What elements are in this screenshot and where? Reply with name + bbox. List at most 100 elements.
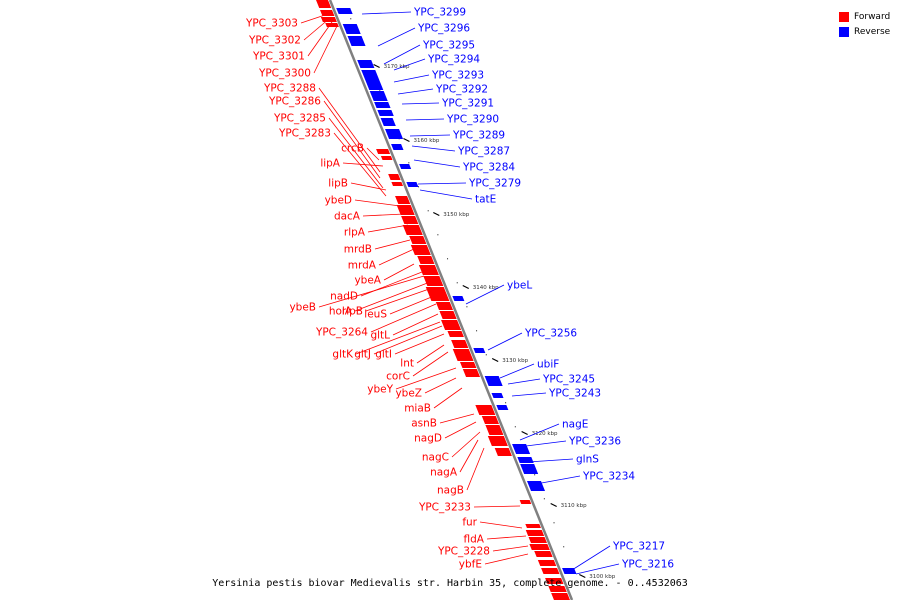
legend: Forward Reverse (839, 9, 890, 39)
leader-ybey (395, 367, 457, 390)
forward-gene-arrow (320, 10, 335, 16)
leader-gltl (392, 313, 439, 336)
tick-mark (403, 137, 410, 143)
gene-label-mrdb: mrdB (344, 244, 372, 256)
leader-ypc-3217 (571, 545, 611, 571)
leader-ybfe (484, 553, 529, 565)
leader-lipb (350, 182, 387, 191)
gene-label-ypc-3287: YPC_3287 (457, 146, 510, 158)
gene-label-gltj: gltJ (354, 349, 371, 361)
gene-label-ypc-3236: YPC_3236 (568, 436, 621, 448)
forward-gene-arrow (537, 560, 557, 566)
gene-label-ybez: ybeZ (395, 388, 422, 400)
forward-gene-arrow (423, 276, 444, 286)
forward-gene-arrow (425, 287, 450, 301)
gene-label-gltl: gltL (370, 330, 390, 342)
leader-ypc-3292 (397, 88, 434, 95)
gene-label-ypc-3295: YPC_3295 (422, 40, 475, 52)
gene-label-asnb: asnB (411, 418, 437, 430)
leader-daca (362, 213, 405, 217)
gene-label-ybfe: ybfE (459, 559, 482, 571)
leader-ypc-3288 (318, 87, 381, 173)
gene-label-ypc-3288: YPC_3288 (263, 83, 316, 95)
leader-ypc-3236 (525, 440, 567, 447)
gene-label-ypc-3243: YPC_3243 (548, 388, 601, 400)
leader-ypc-3295 (383, 44, 421, 65)
leader-ypc-3279 (417, 182, 467, 185)
leader-nagb (466, 447, 485, 491)
gene-label-ybey: ybeY (367, 384, 393, 396)
gene-label-ybed: ybeD (325, 195, 352, 207)
leader-nagd (444, 421, 477, 439)
tick-label: 3170 kbp (384, 64, 410, 70)
leader-rlpb (365, 287, 433, 312)
legend-label-reverse: Reverse (854, 26, 891, 37)
forward-gene-arrow (401, 216, 419, 224)
forward-gene-arrow (388, 174, 401, 180)
gene-label-ypc-3256: YPC_3256 (524, 328, 577, 340)
gene-label-corc: corC (386, 371, 410, 383)
gene-label-leus: leuS (364, 309, 387, 321)
forward-gene-arrow (320, 17, 337, 22)
minor-tick (466, 306, 468, 308)
gene-label-ypc-3283: YPC_3283 (278, 128, 331, 140)
reverse-gene-arrow (369, 91, 388, 101)
leader-asnb (439, 413, 475, 424)
tick-mark (579, 573, 586, 579)
gene-label-glti: gltI (375, 349, 392, 361)
leader-ypc-3303 (300, 13, 329, 24)
leader-ubif (499, 363, 535, 379)
reverse-gene-arrow (399, 164, 412, 169)
gene-label-lipb: lipB (328, 178, 348, 190)
minor-tick (447, 258, 449, 260)
gene-label-mrda: mrdA (348, 260, 377, 272)
gene-label-ypc-3279: YPC_3279 (468, 178, 521, 190)
leader-ypc-3296 (377, 27, 416, 47)
tick-label: 3150 kbp (443, 212, 469, 218)
reverse-gene-arrow (380, 118, 396, 126)
gene-label-ypc-3290: YPC_3290 (446, 114, 499, 126)
forward-gene-arrow (380, 156, 393, 160)
forward-gene-arrow (519, 500, 532, 504)
tick-mark (550, 502, 557, 508)
reverse-gene-arrow (342, 24, 361, 34)
reverse-gene-arrow (452, 296, 465, 301)
legend-item-reverse: Reverse (839, 24, 890, 39)
gene-label-gltk: gltK (332, 349, 354, 361)
forward-gene-arrow (402, 225, 423, 235)
leader-ypc-3285 (328, 117, 384, 189)
gene-label-ypc-3264: YPC_3264 (315, 327, 368, 339)
leader-tate (419, 189, 473, 200)
tick-mark (462, 284, 470, 290)
forward-gene-arrow (541, 568, 560, 574)
leader-mrdb (374, 239, 411, 250)
leader-nagc (451, 431, 481, 458)
reverse-gene-arrow (347, 36, 366, 46)
leader-ypc-3216 (575, 563, 620, 575)
reverse-gene-arrow (512, 444, 531, 454)
forward-gene-arrow (418, 265, 439, 275)
reverse-gene-arrow (491, 393, 504, 398)
leader-ypc-3287 (411, 145, 456, 152)
gene-label-ypc-3285: YPC_3285 (273, 113, 326, 125)
reverse-gene-arrow (520, 464, 539, 474)
gene-label-ypc-3234: YPC_3234 (582, 471, 635, 483)
minor-tick (379, 90, 381, 92)
leader-glns (527, 458, 574, 463)
forward-gene-arrow (441, 320, 462, 330)
gene-label-ypc-3294: YPC_3294 (427, 54, 480, 66)
forward-gene-arrow (525, 524, 541, 528)
gene-label-fur: fur (462, 517, 477, 529)
gene-label-miab: miaB (404, 403, 431, 415)
leader-gltj (373, 325, 443, 355)
gene-label-ypc-3233: YPC_3233 (418, 502, 471, 514)
leader-leus (389, 295, 435, 315)
gene-label-ypc-3291: YPC_3291 (441, 98, 494, 110)
reverse-gene-arrow (336, 8, 353, 14)
leader-ypc-3293 (393, 74, 430, 83)
genome-backbone (328, 0, 574, 600)
leader-ybel (465, 284, 505, 305)
gene-label-ypc-3301: YPC_3301 (252, 51, 305, 63)
forward-gene-arrow (447, 331, 464, 337)
minor-tick (514, 426, 516, 428)
